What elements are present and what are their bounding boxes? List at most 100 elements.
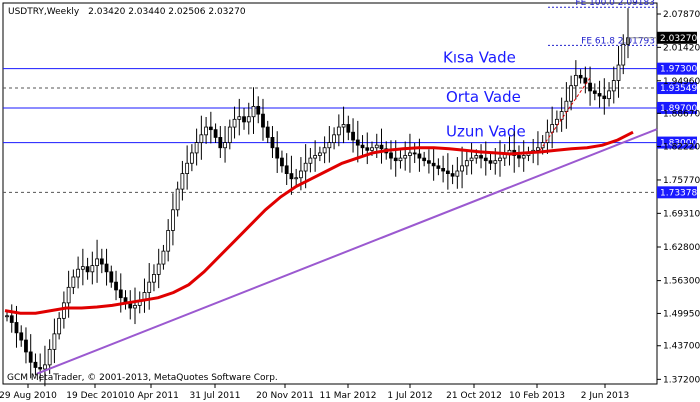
candle-body bbox=[308, 157, 313, 164]
candle-body bbox=[194, 142, 199, 154]
candle-body bbox=[85, 266, 90, 273]
candle-body bbox=[607, 90, 611, 100]
current-price-label: 2.03270 bbox=[660, 34, 697, 44]
candle-body bbox=[621, 43, 626, 66]
candle-body bbox=[161, 250, 166, 265]
header-symbol: USDTRY,Weekly bbox=[8, 7, 80, 17]
candle-body bbox=[455, 170, 460, 177]
current-price-box bbox=[657, 31, 697, 44]
candle-body bbox=[9, 315, 14, 323]
candle-body bbox=[171, 209, 175, 231]
candle-body bbox=[52, 333, 57, 350]
level-price-label: 1.83000 bbox=[660, 139, 697, 149]
candle-body bbox=[450, 173, 455, 177]
x-tick-label: 10 Feb 2013 bbox=[509, 391, 565, 401]
candle-body bbox=[317, 152, 322, 156]
x-tick-label: 20 Nov 2011 bbox=[256, 391, 314, 401]
y-tick-label: 2.01420 bbox=[663, 43, 700, 53]
candle-body bbox=[564, 100, 569, 112]
candle-body bbox=[597, 93, 602, 97]
y-tick-label: 1.62800 bbox=[663, 243, 700, 253]
candle-body bbox=[403, 155, 408, 159]
candle-body bbox=[393, 157, 398, 162]
level-price-box bbox=[657, 62, 697, 75]
level-price-label: 1.93549 bbox=[660, 84, 697, 94]
candle-body bbox=[152, 274, 156, 283]
candle-body bbox=[370, 147, 374, 151]
y-tick-label: 1.56300 bbox=[663, 277, 700, 287]
price-axis: 1.37200 1.43700 1.49950 1.56300 1.62800 1.693… bbox=[657, 10, 700, 385]
candle-body bbox=[166, 230, 171, 252]
candle-body bbox=[412, 152, 417, 155]
candle-body bbox=[43, 364, 47, 370]
level-price-box bbox=[657, 82, 697, 95]
candle-body bbox=[223, 142, 227, 149]
candle-body bbox=[156, 263, 161, 275]
candle-body bbox=[147, 281, 152, 293]
candle-body bbox=[336, 126, 341, 136]
candle-body bbox=[246, 116, 251, 123]
candle-body bbox=[24, 339, 28, 353]
candle-body bbox=[573, 74, 578, 87]
candle-body bbox=[313, 155, 318, 159]
level-price-label: 1.97300 bbox=[660, 65, 697, 75]
x-tick-label: 2 Jun 2013 bbox=[581, 391, 629, 401]
candle-body bbox=[199, 134, 204, 143]
candle-body bbox=[493, 160, 498, 164]
overlays: 2.03270 bbox=[4, 31, 697, 375]
y-tick-label: 1.37200 bbox=[663, 375, 700, 385]
candle-body bbox=[351, 131, 355, 141]
candle-body bbox=[275, 147, 280, 159]
level-price-box bbox=[657, 101, 697, 114]
candle-body bbox=[483, 157, 488, 162]
candle-body bbox=[464, 160, 469, 167]
candle-body bbox=[517, 155, 521, 159]
x-tick-label: 29 Aug 2010 bbox=[0, 391, 57, 401]
candle-body bbox=[498, 157, 502, 162]
candle-body bbox=[417, 153, 422, 159]
y-tick-label: 1.88670 bbox=[663, 109, 700, 119]
y-tick-label: 2.07870 bbox=[663, 10, 700, 20]
level-price-label: 1.73378 bbox=[660, 188, 697, 198]
candle-body bbox=[469, 157, 474, 162]
candle-body bbox=[436, 165, 441, 169]
candle-body bbox=[204, 126, 208, 136]
candle-body bbox=[57, 317, 62, 335]
price-candles bbox=[5, 8, 630, 387]
candle-body bbox=[536, 147, 540, 151]
candle-body bbox=[33, 361, 38, 368]
candle-body bbox=[90, 265, 95, 273]
level-price-box bbox=[657, 136, 697, 149]
candle-body bbox=[583, 77, 588, 84]
candle-body bbox=[441, 168, 446, 172]
level-annotation: Uzun Vade bbox=[446, 123, 526, 141]
candle-body bbox=[422, 157, 427, 162]
x-tick-label: 19 Dec 2010 bbox=[66, 391, 124, 401]
candle-body bbox=[232, 118, 237, 128]
candle-body bbox=[374, 144, 379, 149]
x-tick-label: 31 Jul 2011 bbox=[190, 391, 241, 401]
candle-body bbox=[559, 111, 564, 120]
candle-body bbox=[251, 105, 256, 118]
candle-body bbox=[550, 124, 555, 133]
candle-body bbox=[431, 162, 436, 167]
y-tick-label: 1.94960 bbox=[663, 77, 700, 87]
candle-body bbox=[14, 322, 19, 334]
y-tick-label: 1.75770 bbox=[663, 176, 700, 186]
candle-body bbox=[270, 137, 275, 149]
x-tick-label: 10 Apr 2011 bbox=[123, 391, 179, 401]
candle-body bbox=[28, 351, 33, 363]
y-tick-label: 1.69310 bbox=[663, 209, 700, 219]
candle-body bbox=[265, 126, 270, 138]
candle-body bbox=[38, 367, 43, 370]
candle-body bbox=[71, 276, 76, 288]
candle-body bbox=[99, 258, 104, 265]
header-ohlc: 2.03420 2.03440 2.02506 2.03270 bbox=[88, 7, 246, 17]
candle-body bbox=[578, 74, 583, 79]
candle-body bbox=[280, 157, 284, 167]
candle-body bbox=[256, 105, 261, 115]
candle-body bbox=[592, 90, 597, 94]
fibo-label: FE 61.8 2.01793 bbox=[581, 36, 655, 46]
y-tick-label: 1.49950 bbox=[663, 309, 700, 319]
